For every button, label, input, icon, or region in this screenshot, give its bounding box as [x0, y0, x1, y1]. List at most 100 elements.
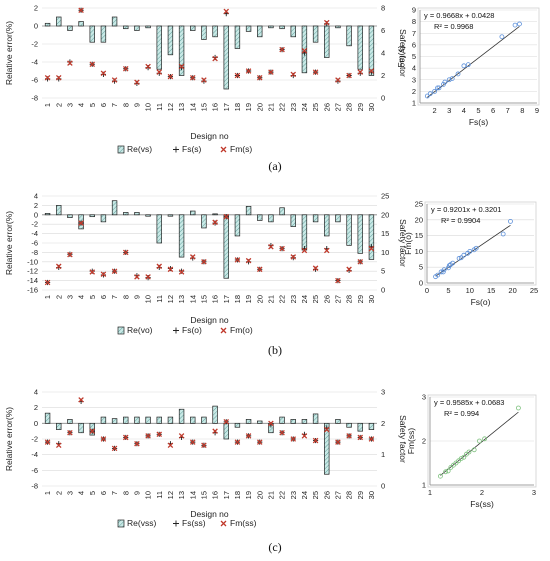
- scatter-point: [449, 76, 455, 81]
- x-tick-label: 6: [99, 295, 108, 299]
- x-tick-label: 11: [155, 491, 164, 499]
- scatter-point: [455, 71, 461, 77]
- x-tick-label: 13: [177, 103, 186, 111]
- x-tick-label: 6: [99, 491, 108, 495]
- x-tick-label: 25: [530, 286, 538, 295]
- bar-Re(vo): [44, 213, 51, 216]
- bar-Re(vo): [111, 200, 118, 216]
- scatter-point: [465, 62, 471, 68]
- x-tick-label: 22: [278, 295, 287, 303]
- y2-tick-label: 1: [381, 450, 385, 459]
- bar-Re(vo): [346, 214, 352, 246]
- bar-Re(vo): [290, 214, 296, 227]
- x-tick-label: 14: [188, 295, 197, 303]
- bar-Re(vs): [312, 25, 319, 43]
- x-tick-label: 8: [520, 106, 524, 115]
- x-tick-label: 27: [333, 103, 342, 111]
- bar-Re(vss): [67, 419, 73, 424]
- marker-Fm(o): [178, 269, 185, 275]
- scatter-point: [508, 218, 513, 224]
- y-tick-label: -8: [31, 94, 38, 103]
- bar-Re(vo): [123, 212, 129, 216]
- bar-Re(vs): [368, 25, 375, 76]
- marker-Fm(ss): [346, 433, 352, 439]
- x-tick-label: 5: [446, 286, 450, 295]
- x-tick-label: 30: [367, 295, 376, 303]
- bar-Re(vo): [335, 214, 341, 223]
- x-tick-label: 12: [166, 295, 175, 303]
- bar-Re(vss): [279, 416, 285, 424]
- y-tick-label: 2: [34, 201, 38, 210]
- marker-Fm(ss): [100, 436, 107, 442]
- y-tick-label: 0: [419, 279, 423, 288]
- bar-Re(vss): [156, 416, 162, 424]
- scatter-point: [461, 252, 467, 258]
- x-tick-label: 8: [121, 295, 130, 299]
- bar-Re(vss): [78, 422, 84, 434]
- bar-Re(vo): [223, 214, 229, 279]
- marker-Fm(s): [201, 77, 207, 83]
- y-tick-label: -4: [31, 229, 38, 238]
- marker-Fm(o): [346, 266, 352, 273]
- trend-equation: y = 0.9585x + 0.0683: [434, 398, 504, 407]
- scatter-point: [432, 88, 438, 94]
- legend-swatch-plus: [173, 327, 179, 334]
- x-tick-label: 4: [462, 106, 466, 115]
- legend-label: Fm(o): [230, 325, 253, 335]
- bar-Re(vs): [44, 22, 51, 27]
- x-tick-label: 25: [311, 103, 320, 111]
- y-tick-label: 1: [412, 99, 416, 108]
- y-tick-label: -12: [27, 267, 38, 276]
- marker-Fm(s): [346, 72, 352, 79]
- scatter-point: [482, 436, 488, 442]
- bar-Re(vs): [123, 25, 129, 30]
- marker-Fm(ss): [122, 434, 129, 441]
- bar-Re(vs): [134, 25, 140, 31]
- scatter-point: [512, 22, 518, 28]
- x-axis-label: Design no: [190, 131, 229, 141]
- y-tick-label: -2: [31, 435, 38, 444]
- y2-tick-label: 6: [381, 26, 385, 35]
- legend-swatch-bar: [117, 145, 125, 154]
- bar-Re(vo): [156, 214, 162, 244]
- x-tick-label: 9: [535, 106, 539, 115]
- marker-Fm(s): [111, 77, 118, 83]
- bar-Re(vo): [89, 214, 95, 218]
- x-tick-label: 2: [54, 103, 63, 107]
- y-tick-label: -6: [31, 466, 38, 475]
- bar-Re(vss): [167, 416, 174, 424]
- y2-tick-label: 5: [381, 267, 385, 276]
- x-tick-label: 7: [110, 295, 119, 299]
- bar-Re(vs): [156, 25, 162, 70]
- legend-label: Re(vss): [127, 518, 156, 528]
- x-tick-label: 25: [311, 491, 320, 499]
- scatter-point: [441, 267, 447, 273]
- y-tick-label: 5: [419, 263, 423, 272]
- trend-equation: y = 0.9201x + 0.3201: [431, 205, 501, 214]
- x-tick-label: 30: [367, 491, 376, 499]
- x-tick-label: 18: [233, 295, 242, 303]
- bar-Re(vo): [100, 214, 107, 223]
- bar-Re(vss): [290, 419, 296, 424]
- scatter-point: [476, 438, 482, 444]
- marker-Fm(s): [189, 74, 196, 81]
- bar-Re(vs): [78, 21, 84, 27]
- legend-label: Fs(ss): [182, 518, 206, 528]
- y-tick-label: 2: [34, 4, 38, 13]
- bar-Re(vss): [123, 416, 129, 424]
- marker-Fm(o): [279, 245, 285, 252]
- y-tick-label: -8: [31, 482, 38, 491]
- bar-Re(vss): [357, 422, 363, 432]
- y-tick-label: -4: [31, 58, 38, 67]
- marker-Fm(ss): [55, 442, 62, 449]
- marker-Fm(s): [145, 63, 151, 70]
- y2-tick-label: 0: [381, 94, 385, 103]
- legend-swatch-bar: [117, 519, 125, 528]
- x-tick-label: 15: [199, 491, 208, 499]
- y-tick-label: 20: [415, 215, 423, 224]
- x-tick-label: 1: [43, 295, 52, 299]
- scatter-point: [435, 272, 441, 278]
- y-tick-label: -16: [27, 286, 38, 295]
- marker-Fm(o): [100, 271, 107, 277]
- bar-Re(vo): [268, 214, 274, 223]
